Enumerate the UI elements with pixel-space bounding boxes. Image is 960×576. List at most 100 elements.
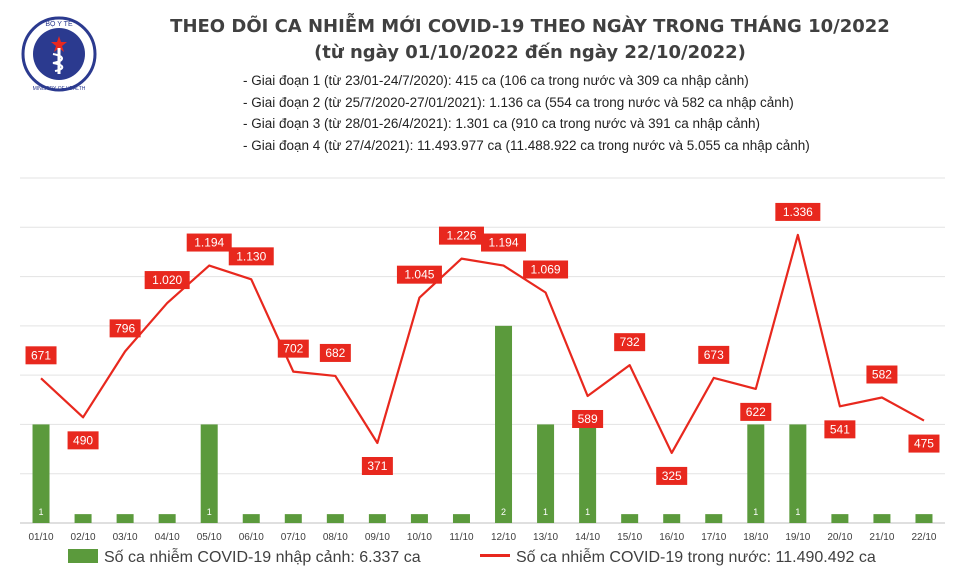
x-tick-label: 19/10: [785, 532, 810, 543]
x-tick-label: 02/10: [71, 532, 96, 543]
bar: [284, 514, 302, 523]
line-data-label: 796: [115, 321, 135, 335]
bar: [831, 514, 849, 523]
line-data-label: 1.336: [783, 205, 813, 219]
period-notes: - Giai đoạn 1 (từ 23/01-24/7/2020): 415 …: [243, 70, 810, 156]
legend-imported-label: Số ca nhiễm COVID-19 nhập cảnh: 6.337 ca: [104, 549, 421, 566]
bar: [579, 424, 597, 523]
note-period-2: - Giai đoạn 2 (từ 25/7/2020-27/01/2021):…: [243, 94, 794, 110]
chart-subtitle: (từ ngày 01/10/2022 đến ngày 22/10/2022): [314, 42, 746, 63]
x-tick-label: 08/10: [323, 532, 348, 543]
x-tick-label: 17/10: [701, 532, 726, 543]
line-label-box: [438, 226, 484, 245]
line-label-box: [228, 247, 274, 266]
x-tick-label: 10/10: [407, 532, 432, 543]
line-label-box: [67, 431, 99, 450]
bar-label: 1: [39, 507, 44, 517]
legend-domestic: Số ca nhiễm COVID-19 trong nước: 11.490.…: [480, 549, 876, 567]
bar-label: 1: [585, 507, 590, 517]
x-tick-label: 14/10: [575, 532, 600, 543]
line-label-box: [396, 265, 442, 284]
bar: [158, 514, 176, 523]
domestic-series-line: [40, 233, 925, 455]
line-data-label: 682: [325, 346, 345, 360]
bar: [116, 514, 134, 523]
bar-label: -: [250, 507, 253, 517]
line-data-label: 371: [367, 459, 387, 473]
x-tick-label: 21/10: [869, 532, 894, 543]
line-data-label: 673: [704, 348, 724, 362]
line-data-label: 1.194: [489, 236, 519, 250]
line-data-label: 1.069: [531, 262, 561, 276]
line-label-box: [481, 233, 527, 252]
bar-label: -: [334, 507, 337, 517]
bar: [747, 424, 765, 523]
bar: [452, 514, 470, 523]
bar: [663, 514, 681, 523]
bar-label: -: [292, 507, 295, 517]
line-data-label: 589: [578, 412, 598, 426]
line-data-label: 1.226: [446, 229, 476, 243]
x-tick-label: 09/10: [365, 532, 390, 543]
line-data-label: 1.194: [194, 236, 224, 250]
bar-label: -: [166, 507, 169, 517]
bar: [32, 424, 50, 523]
line-data-label: 325: [662, 469, 682, 483]
bar-label: -: [460, 507, 463, 517]
bar-label: -: [82, 507, 85, 517]
bar: [873, 514, 891, 523]
bar: [74, 514, 92, 523]
bar: [200, 424, 218, 523]
x-tick-label: 16/10: [659, 532, 684, 543]
x-tick-label: 03/10: [113, 532, 138, 543]
line-data-label: 490: [73, 433, 93, 447]
bar-label: 1: [543, 507, 548, 517]
bar: [495, 325, 513, 523]
bar: [621, 514, 639, 523]
x-tick-label: 04/10: [155, 532, 180, 543]
x-tick-label: 06/10: [239, 532, 264, 543]
legend-line-swatch: [480, 554, 510, 557]
line-label-box: [319, 343, 351, 362]
line-data-label: 1.020: [152, 273, 182, 287]
note-period-1: - Giai đoạn 1 (từ 23/01-24/7/2020): 415 …: [243, 73, 749, 88]
line-data-label: 702: [283, 342, 303, 356]
line-label-box: [908, 434, 940, 453]
x-tick-label: 13/10: [533, 532, 558, 543]
bar: [789, 424, 807, 523]
bar: [368, 514, 386, 523]
legend-imported: Số ca nhiễm COVID-19 nhập cảnh: 6.337 ca: [68, 549, 421, 567]
chart-title: THEO DÕI CA NHIỄM MỚI COVID-19 THEO NGÀY…: [170, 16, 890, 37]
legend-bar-swatch: [68, 549, 98, 563]
line-label-box: [277, 339, 309, 358]
bar-label: -: [628, 507, 631, 517]
bar-label: -: [418, 507, 421, 517]
line-label-box: [25, 346, 57, 365]
line-label-box: [698, 345, 730, 364]
bar-label: 1: [795, 507, 800, 517]
bar: [242, 514, 260, 523]
x-tick-label: 15/10: [617, 532, 642, 543]
ministry-of-health-logo: BỘ Y TẾ MINISTRY OF HEALTH: [21, 16, 97, 92]
line-data-label: 1.130: [236, 249, 266, 263]
line-label-box: [144, 271, 190, 290]
bar-label: -: [670, 507, 673, 517]
line-data-label: 732: [620, 335, 640, 349]
legend-domestic-label: Số ca nhiễm COVID-19 trong nước: 11.490.…: [516, 549, 876, 566]
bar: [915, 514, 933, 523]
line-data-label: 671: [31, 348, 51, 362]
line-data-label: 582: [872, 368, 892, 382]
x-tick-label: 07/10: [281, 532, 306, 543]
bar: [537, 424, 555, 523]
line-data-label: 475: [914, 437, 934, 451]
note-period-3: - Giai đoạn 3 (từ 28/01-26/4/2021): 1.30…: [243, 116, 761, 131]
x-tick-label: 01/10: [29, 532, 54, 543]
line-label-box: [186, 233, 232, 252]
bar-label: -: [838, 507, 841, 517]
x-tick-label: 22/10: [911, 532, 936, 543]
line-data-label: 541: [830, 422, 850, 436]
x-tick-label: 18/10: [743, 532, 768, 543]
bar-label: 2: [501, 507, 506, 517]
bar-label: 1: [207, 507, 212, 517]
bar: [410, 514, 428, 523]
